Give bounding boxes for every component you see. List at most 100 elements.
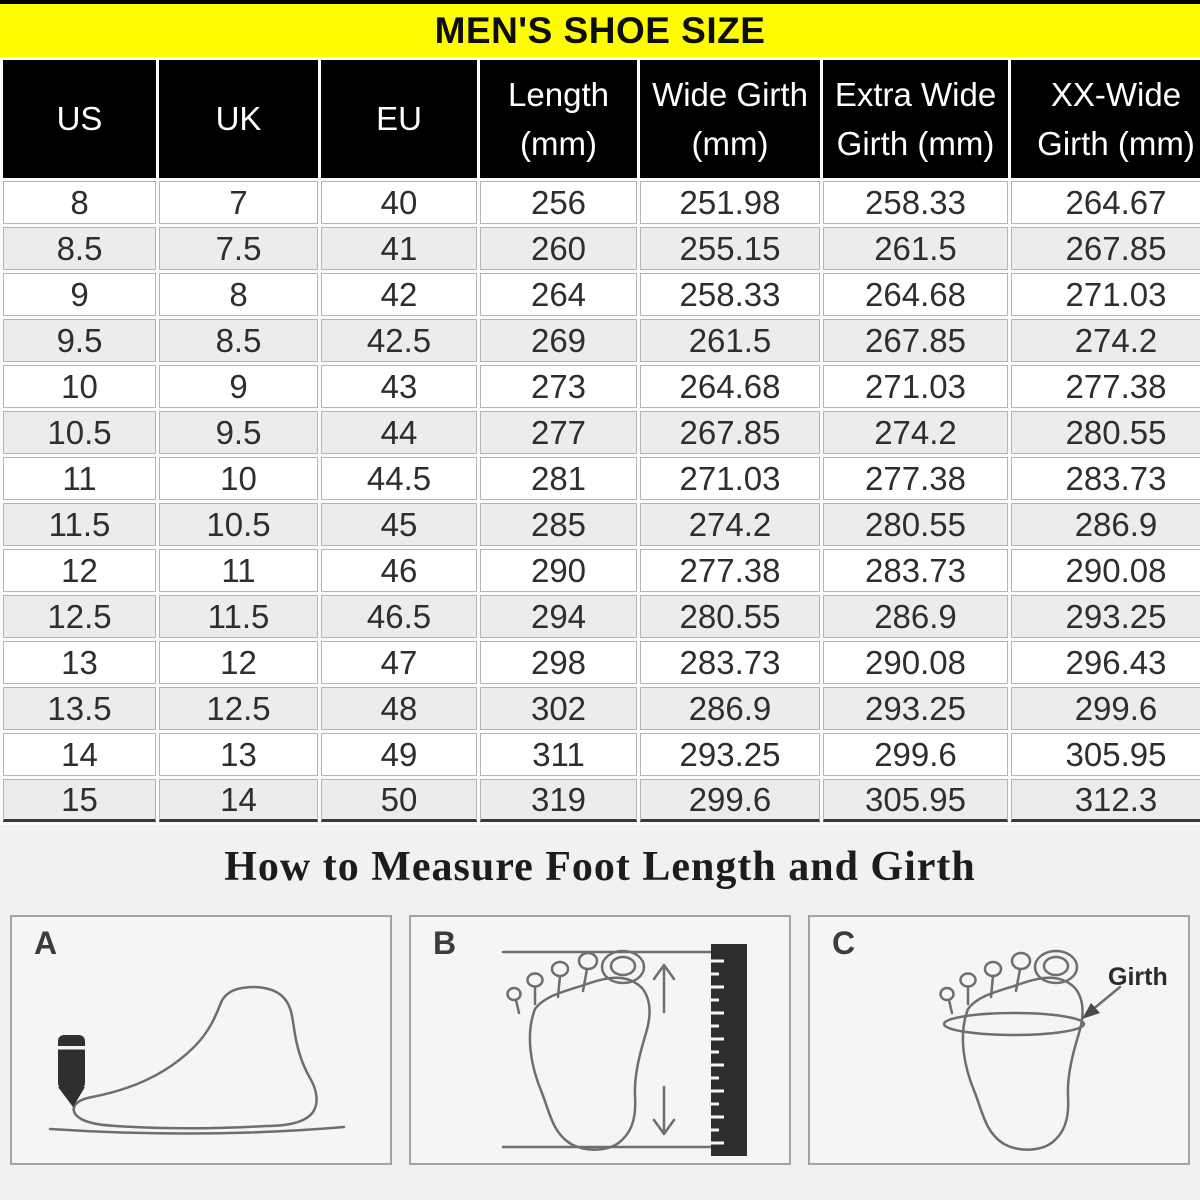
table-cell: 9 bbox=[3, 273, 156, 316]
table-cell: 14 bbox=[3, 733, 156, 776]
girth-line bbox=[942, 1011, 1086, 1037]
table-cell: 14 bbox=[159, 779, 318, 822]
table-cell: 260 bbox=[480, 227, 637, 270]
table-cell: 285 bbox=[480, 503, 637, 546]
table-cell: 277.38 bbox=[823, 457, 1008, 500]
table-cell: 9.5 bbox=[3, 319, 156, 362]
table-row: 11.5 10.5 45 285 274.2 280.55 286.9 bbox=[3, 503, 1200, 546]
table-cell: 12 bbox=[3, 549, 156, 592]
table-cell: 49 bbox=[321, 733, 477, 776]
shoe-size-table: US UK EU Length (mm) Wide Girth (mm) Extra Wide… bbox=[0, 57, 1200, 825]
measure-panels: A B bbox=[0, 915, 1200, 1165]
table-row: 10 9 43 273 264.68 271.03 277.38 bbox=[3, 365, 1200, 408]
table-cell: 42 bbox=[321, 273, 477, 316]
table-cell: 274.2 bbox=[823, 411, 1008, 454]
table-cell: 10.5 bbox=[159, 503, 318, 546]
measure-panel-b: B bbox=[409, 915, 791, 1165]
table-cell: 40 bbox=[321, 181, 477, 224]
measure-section-title: How to Measure Foot Length and Girth bbox=[224, 844, 976, 890]
table-cell: 280.55 bbox=[823, 503, 1008, 546]
table-cell: 10 bbox=[159, 457, 318, 500]
measure-panel-a: A bbox=[10, 915, 392, 1165]
table-cell: 305.95 bbox=[823, 779, 1008, 822]
table-cell: 290 bbox=[480, 549, 637, 592]
table-cell: 251.98 bbox=[640, 181, 820, 224]
table-row: 13 12 47 298 283.73 290.08 296.43 bbox=[3, 641, 1200, 684]
table-cell: 9 bbox=[159, 365, 318, 408]
panel-b-label: B bbox=[433, 925, 457, 961]
table-cell: 319 bbox=[480, 779, 637, 822]
table-cell: 12.5 bbox=[159, 687, 318, 730]
table-cell: 8.5 bbox=[3, 227, 156, 270]
girth-arrow-icon bbox=[1082, 985, 1122, 1019]
table-row: 10.5 9.5 44 277 267.85 274.2 280.55 bbox=[3, 411, 1200, 454]
table-cell: 46 bbox=[321, 549, 477, 592]
table-cell: 8.5 bbox=[159, 319, 318, 362]
table-row: 13.5 12.5 48 302 286.9 293.25 299.6 bbox=[3, 687, 1200, 730]
table-row: 14 13 49 311 293.25 299.6 305.95 bbox=[3, 733, 1200, 776]
foot-top-view bbox=[506, 949, 651, 1151]
table-cell: 13.5 bbox=[3, 687, 156, 730]
table-cell: 286.9 bbox=[640, 687, 820, 730]
table-cell: 13 bbox=[159, 733, 318, 776]
table-cell: 10.5 bbox=[3, 411, 156, 454]
table-row: 12.5 11.5 46.5 294 280.55 286.9 293.25 bbox=[3, 595, 1200, 638]
table-cell: 9.5 bbox=[159, 411, 318, 454]
table-cell: 290.08 bbox=[1011, 549, 1200, 592]
table-cell: 8 bbox=[159, 273, 318, 316]
table-cell: 44.5 bbox=[321, 457, 477, 500]
column-header: EU bbox=[321, 60, 477, 178]
table-cell: 256 bbox=[480, 181, 637, 224]
column-header: Extra Wide Girth (mm) bbox=[823, 60, 1008, 178]
table-cell: 302 bbox=[480, 687, 637, 730]
table-row: 8 7 40 256 251.98 258.33 264.67 bbox=[3, 181, 1200, 224]
arrow-down-icon bbox=[652, 1085, 676, 1136]
table-cell: 47 bbox=[321, 641, 477, 684]
table-cell: 280.55 bbox=[1011, 411, 1200, 454]
column-header: XX-Wide Girth (mm) bbox=[1011, 60, 1200, 178]
table-cell: 271.03 bbox=[823, 365, 1008, 408]
table-cell: 298 bbox=[480, 641, 637, 684]
table-cell: 43 bbox=[321, 365, 477, 408]
table-cell: 12.5 bbox=[3, 595, 156, 638]
table-cell: 299.6 bbox=[823, 733, 1008, 776]
table-row: 8.5 7.5 41 260 255.15 261.5 267.85 bbox=[3, 227, 1200, 270]
table-cell: 8 bbox=[3, 181, 156, 224]
table-cell: 271.03 bbox=[640, 457, 820, 500]
size-table-header-row: US UK EU Length (mm) Wide Girth (mm) Extra Wide… bbox=[3, 60, 1200, 178]
foot-length-measure-diagram bbox=[501, 944, 747, 1156]
measure-panel-c: C bbox=[808, 915, 1190, 1165]
table-row: 12 11 46 290 277.38 283.73 290.08 bbox=[3, 549, 1200, 592]
table-cell: 10 bbox=[3, 365, 156, 408]
table-cell: 267.85 bbox=[823, 319, 1008, 362]
table-row: 9.5 8.5 42.5 269 261.5 267.85 274.2 bbox=[3, 319, 1200, 362]
table-cell: 41 bbox=[321, 227, 477, 270]
table-cell: 7 bbox=[159, 181, 318, 224]
table-cell: 277.38 bbox=[1011, 365, 1200, 408]
foot-top-view bbox=[939, 949, 1084, 1151]
table-cell: 283.73 bbox=[640, 641, 820, 684]
table-cell: 290.08 bbox=[823, 641, 1008, 684]
page-title: MEN'S SHOE SIZE bbox=[434, 9, 766, 51]
table-cell: 312.3 bbox=[1011, 779, 1200, 822]
table-cell: 11.5 bbox=[159, 595, 318, 638]
table-cell: 267.85 bbox=[1011, 227, 1200, 270]
measure-section: How to Measure Foot Length and Girth A B bbox=[0, 825, 1200, 1165]
foot-side-trace-diagram bbox=[48, 985, 346, 1135]
table-cell: 48 bbox=[321, 687, 477, 730]
table-cell: 44 bbox=[321, 411, 477, 454]
table-cell: 42.5 bbox=[321, 319, 477, 362]
table-cell: 45 bbox=[321, 503, 477, 546]
table-cell: 293.25 bbox=[640, 733, 820, 776]
table-cell: 296.43 bbox=[1011, 641, 1200, 684]
table-cell: 305.95 bbox=[1011, 733, 1200, 776]
table-cell: 267.85 bbox=[640, 411, 820, 454]
size-table-body: 8 7 40 256 251.98 258.33 264.67 8.5 7.5 41 260 255.… bbox=[3, 181, 1200, 822]
table-cell: 7.5 bbox=[159, 227, 318, 270]
table-cell: 299.6 bbox=[1011, 687, 1200, 730]
girth-label: Girth bbox=[1108, 963, 1168, 991]
pencil-icon bbox=[58, 1035, 85, 1107]
table-cell: 264.68 bbox=[823, 273, 1008, 316]
table-cell: 11 bbox=[159, 549, 318, 592]
table-cell: 258.33 bbox=[640, 273, 820, 316]
